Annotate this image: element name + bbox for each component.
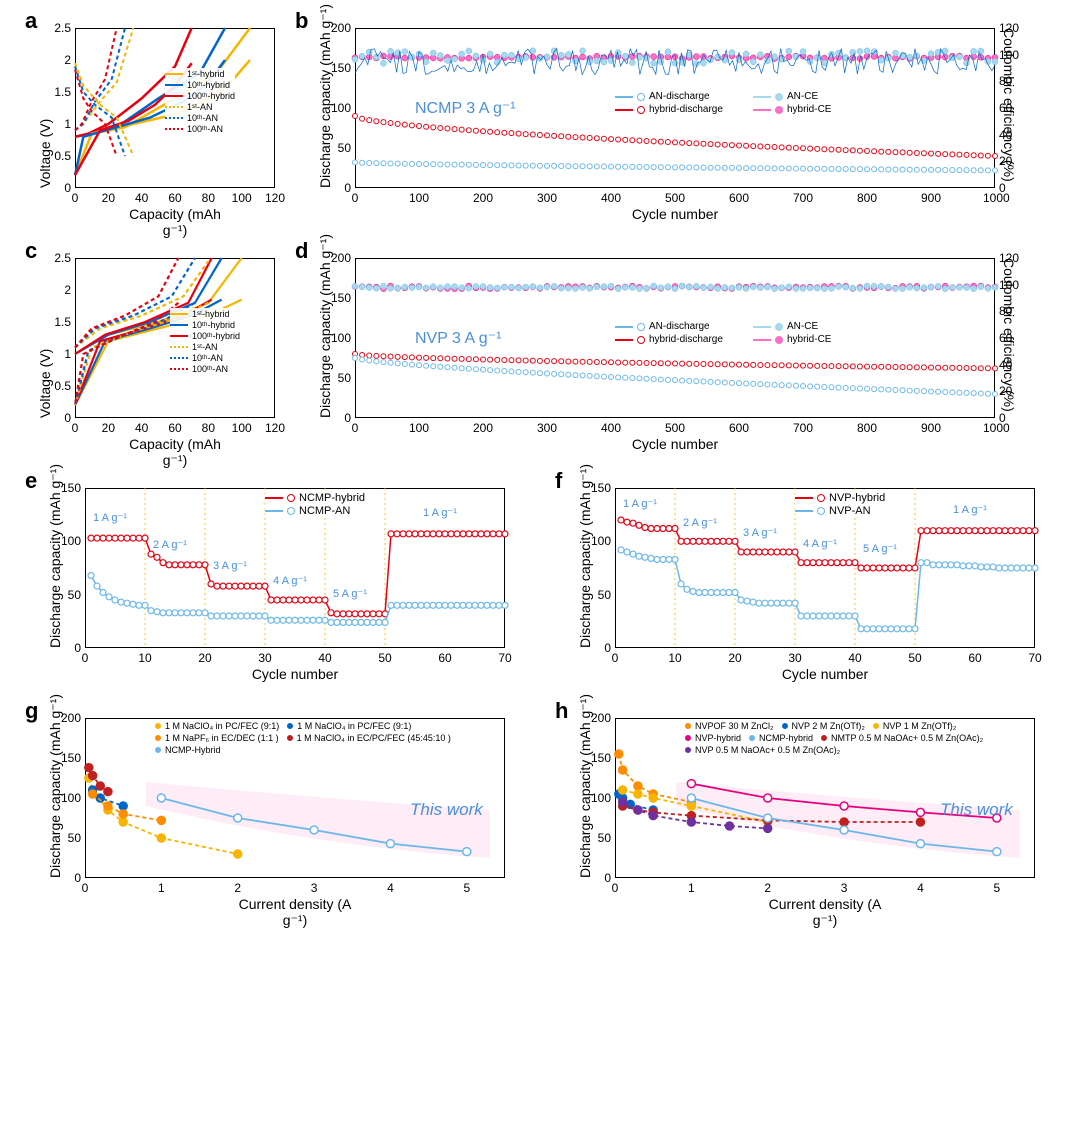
figure: a02040608010012000.511.522.5Capacity (mA… bbox=[0, 0, 1080, 1143]
